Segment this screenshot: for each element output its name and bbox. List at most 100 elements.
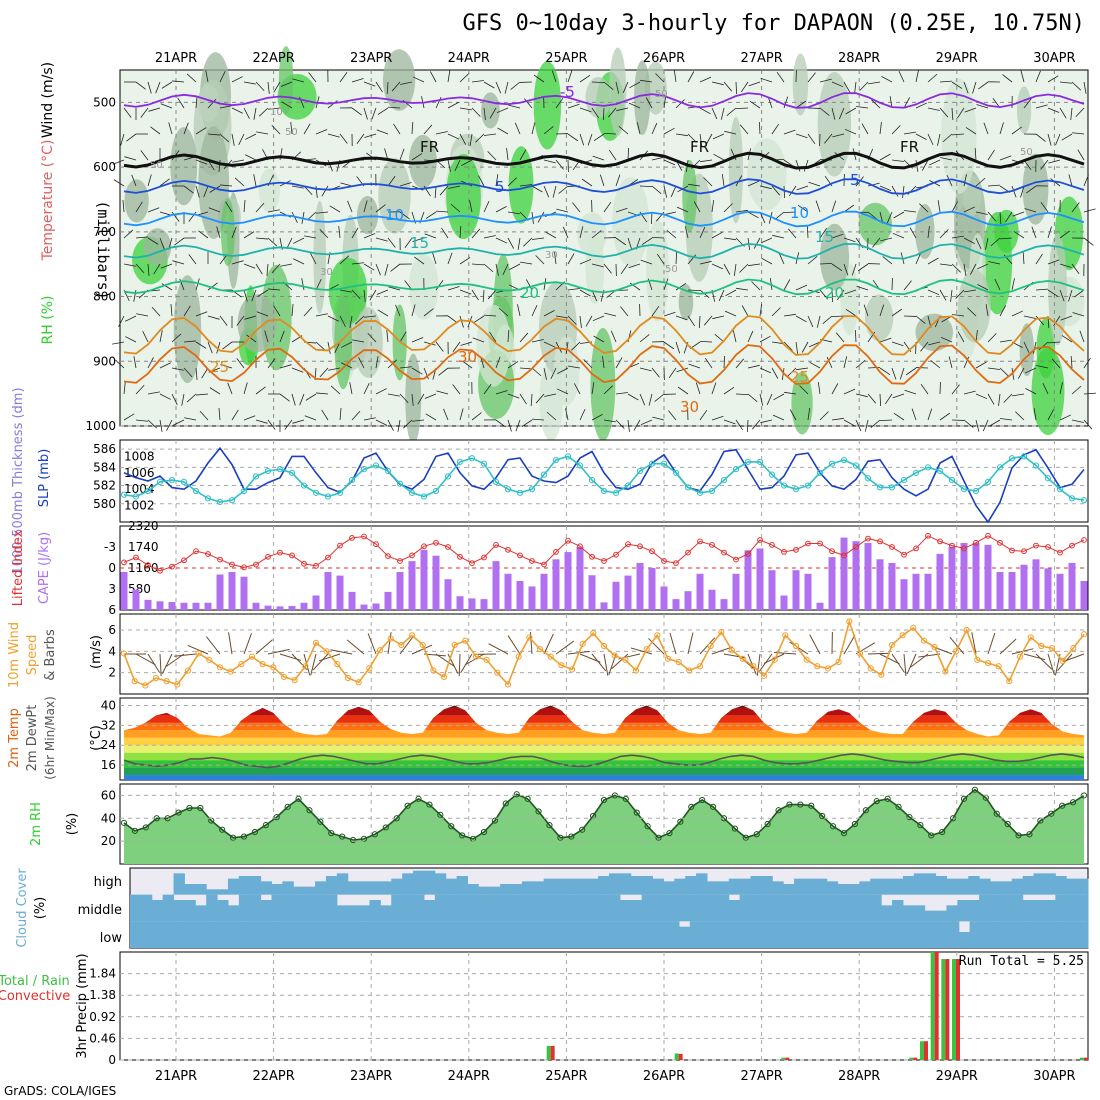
- temp-band: [124, 760, 1084, 768]
- cape-bar: [1068, 562, 1076, 610]
- wind-barb: [732, 330, 737, 343]
- cloud-cell: [902, 876, 915, 895]
- wind-barb: [739, 263, 749, 273]
- pressure-axis-label: (millibars): [94, 200, 112, 299]
- cape-bar: [552, 559, 560, 610]
- cloud-cell: [685, 894, 697, 922]
- wind-barb: [963, 419, 974, 428]
- rh-point: [273, 814, 280, 821]
- wind-barb: [940, 336, 953, 343]
- wind-barb: [759, 393, 764, 406]
- wind10m-speed-point: [515, 653, 522, 660]
- wind-barb: [448, 185, 461, 189]
- precip-total-label: Total / Rain: [0, 974, 70, 989]
- wind-barb: [279, 330, 285, 343]
- wind-barb: [867, 366, 881, 369]
- wind-barb: [209, 387, 221, 395]
- wind-barb: [207, 341, 213, 354]
- wind-barb: [620, 263, 629, 275]
- precip-convective-bar: [1084, 1057, 1088, 1060]
- wind-barb: [759, 185, 772, 190]
- wind-barb: [699, 226, 706, 239]
- wind10m-label: & Barbs: [43, 629, 58, 681]
- wind-barb: [699, 340, 713, 343]
- day-label-bottom: 26APR: [643, 1069, 685, 1084]
- wind-barb: [321, 185, 329, 197]
- wind-barb: [367, 332, 377, 343]
- wind-barb: [257, 289, 269, 297]
- cloud-cell: [402, 873, 414, 895]
- cloud-cell: [347, 905, 360, 922]
- wind10m-barb: [447, 653, 459, 674]
- cloud-cell: [761, 894, 773, 922]
- wind-barb: [310, 253, 317, 265]
- rh-shade-region: [476, 304, 511, 387]
- cloud-cell: [271, 884, 283, 895]
- wind-barb: [543, 126, 554, 135]
- wind-barb: [400, 81, 413, 85]
- wind10m-barb: [147, 653, 161, 673]
- pressure-tick-label: 900: [93, 354, 116, 368]
- wind-barb: [957, 107, 965, 119]
- wind-barb: [375, 356, 379, 369]
- wind-barb: [231, 260, 244, 265]
- wind-barb: [939, 107, 949, 118]
- cloud-cell: [915, 921, 928, 948]
- wind-barb: [603, 419, 616, 423]
- wind-barb: [459, 257, 471, 265]
- wind-barb: [836, 289, 845, 301]
- wind10m-speed-point: [355, 679, 362, 686]
- wind-barb: [543, 159, 556, 164]
- wind-barb: [939, 263, 952, 266]
- day-label-top: 23APR: [350, 51, 392, 66]
- wind-barb: [459, 133, 466, 145]
- wind-barb: [508, 104, 521, 109]
- wind-barb: [238, 133, 245, 145]
- cloud-cell: [549, 921, 562, 948]
- cloud-cell: [728, 900, 741, 922]
- rh-shade-region: [1016, 86, 1032, 134]
- day-label-bottom: 30APR: [1033, 1069, 1075, 1084]
- cape-bar: [720, 599, 728, 610]
- wind-barb: [831, 417, 844, 421]
- wind-barb: [663, 341, 675, 350]
- wind-barb: [459, 107, 472, 111]
- wind-barb: [1040, 159, 1049, 170]
- wind-barb: [216, 341, 221, 354]
- wind-barb: [412, 419, 425, 422]
- day-label-bottom: 27APR: [740, 1069, 782, 1084]
- wind-barb: [399, 211, 410, 220]
- wind-barb: [461, 159, 473, 166]
- wind-barb: [363, 263, 375, 271]
- wind-barb: [243, 200, 246, 213]
- wind-barb: [135, 236, 148, 239]
- wind-barb: [951, 107, 954, 120]
- cloud-cell: [924, 873, 937, 895]
- rh-point: [666, 830, 673, 837]
- rh-point: [764, 820, 771, 828]
- cape-bar: [660, 586, 668, 610]
- wind-barb: [851, 263, 857, 276]
- wind10m-barb: [135, 653, 156, 666]
- wind-barb: [339, 289, 352, 293]
- wind10m-barb: [411, 644, 433, 655]
- wind-barb: [592, 315, 605, 322]
- wind-barb: [471, 228, 481, 239]
- wind-barb: [161, 283, 173, 291]
- wind-barb: [315, 341, 326, 351]
- wind-barb: [663, 96, 667, 109]
- wind-barb: [831, 289, 834, 303]
- wind-barb: [915, 159, 919, 172]
- wind-barb: [654, 393, 665, 402]
- wind-barb: [459, 226, 462, 239]
- temp-band: [124, 767, 1084, 776]
- wind-barb: [723, 386, 735, 395]
- wind10m-speed-point: [718, 629, 725, 636]
- wind-barb: [675, 341, 681, 354]
- wind-barb: [911, 408, 917, 421]
- cloud-cell: [935, 876, 947, 895]
- wind-barb: [506, 148, 509, 161]
- rh-contour-label: 30: [545, 250, 558, 261]
- cloud-cell: [463, 921, 475, 948]
- wind-barb: [989, 419, 1001, 427]
